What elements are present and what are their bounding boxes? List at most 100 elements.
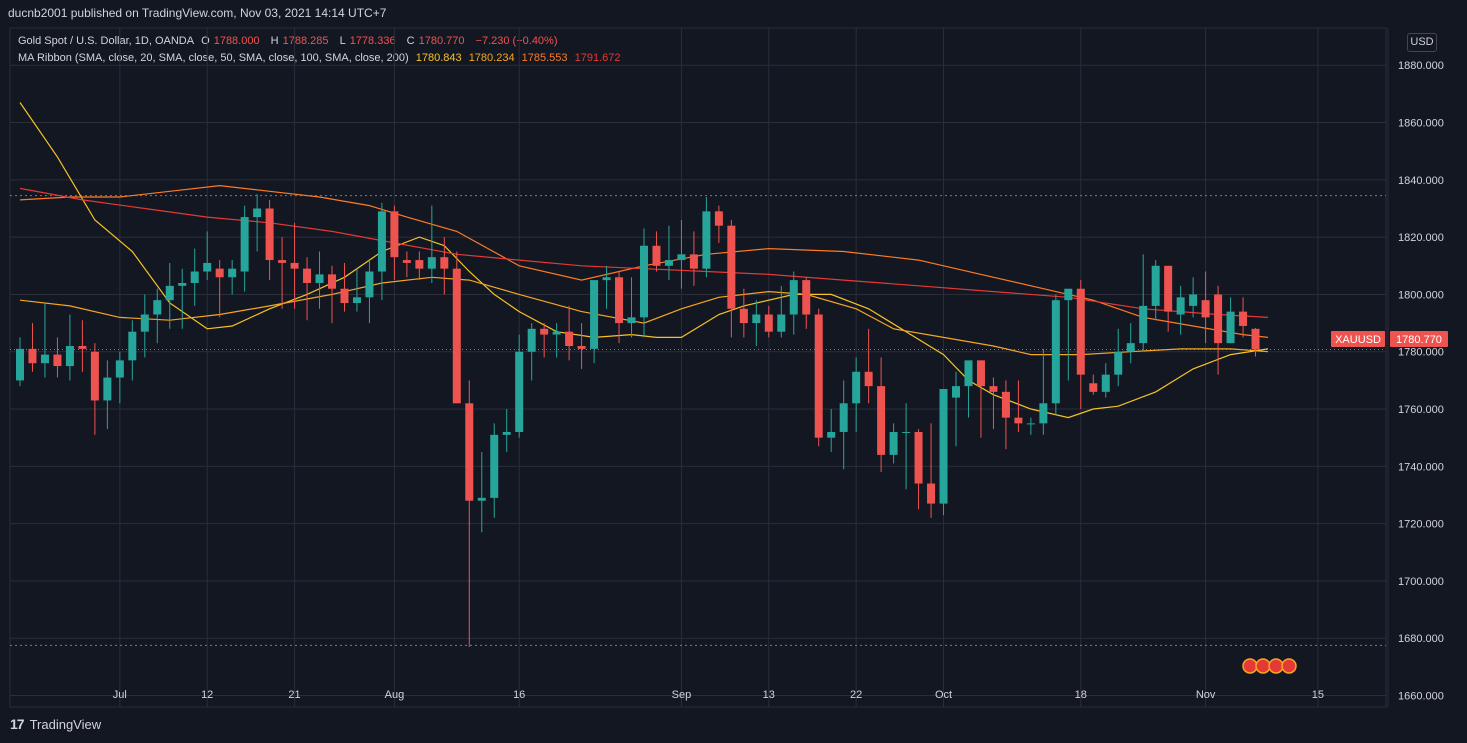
candle-body [140,314,149,332]
candle-body [153,300,162,315]
candle-body [1089,383,1098,392]
candle-body [739,308,748,324]
candle-body [278,260,287,263]
candle-body [540,328,549,335]
candle-body [265,208,274,261]
economic-events-icon[interactable] [1242,658,1297,674]
price-axis-label: 1680.000 [1398,633,1444,645]
time-axis: Jul 12 21 Aug 16 Sep 13 22 Oct 18 Nov 15 [113,689,1324,701]
time-axis-label: 16 [513,689,525,701]
candle-body [440,257,449,269]
time-axis-label: 18 [1075,689,1087,701]
candle-body [590,280,599,349]
candle-body [702,211,711,269]
legend-low: L 1778.336 [339,35,396,47]
candle-body [802,280,811,315]
currency-button[interactable]: USD [1407,33,1437,52]
ma200-value: 1791.672 [574,52,621,64]
candle-body [390,211,399,258]
candle-body [989,386,998,392]
tradingview-logo-icon: 17 [10,716,25,732]
candle-body [1139,305,1148,344]
candle-body [652,245,661,266]
candle-body [315,274,324,283]
candle-body [290,262,299,269]
candle-body [864,371,873,387]
candle-body [1214,294,1223,344]
time-axis-label: Oct [935,689,952,701]
candle-body [1051,300,1060,404]
price-axis-label: 1740.000 [1398,461,1444,473]
candle-body [939,388,948,504]
candle-body [615,277,624,324]
legend-close: C 1780.770 [406,35,465,47]
time-axis-label: 13 [763,689,775,701]
candle-body [502,431,511,435]
candle-body [415,260,424,269]
candle-body [577,346,586,349]
price-tag-value: 1780.770 [1396,334,1442,346]
legend-open: O 1788.000 [201,35,260,47]
candle-body [565,331,574,347]
candle-body [527,328,536,352]
candle-body [1001,391,1010,418]
candle-body [1064,288,1073,301]
candle-body [627,317,636,324]
candle-body [190,271,199,283]
candle-body [1076,288,1085,375]
candle-body [927,483,936,504]
candle-body [1164,265,1173,312]
price-axis-label: 1720.000 [1398,519,1444,531]
price-axis-label: 1760.000 [1398,404,1444,416]
horizontal-lines [10,195,1386,646]
candle-body [253,208,262,218]
candle-body [677,254,686,261]
price-axis-label: 1700.000 [1398,576,1444,588]
brand-text: TradingView [29,716,102,732]
candle-body [839,403,848,432]
candle-body [852,371,861,404]
candle-body [365,271,374,298]
ma50-value: 1780.234 [468,52,515,64]
candle-body [1101,374,1110,392]
candle-body [952,386,960,398]
candle-body [452,268,461,404]
price-tag-bg [1390,331,1448,347]
candle-body [1176,297,1185,315]
candle-body [103,377,112,401]
tradingview-brand[interactable]: 17 TradingView [10,716,101,732]
grid [10,28,1386,707]
time-axis-label: Nov [1196,689,1216,701]
ma-ribbon-title[interactable]: MA Ribbon (SMA, close, 20, SMA, close, 5… [18,52,409,64]
candle-body [427,257,436,269]
candle-body [889,431,898,455]
candle-body [402,260,411,263]
candle-body [1126,343,1135,352]
candle-body [789,280,798,315]
candle-body [240,217,249,272]
candle-body [115,360,124,378]
candle-body [228,268,237,278]
ma-ribbon-legend: MA Ribbon (SMA, close, 20, SMA, close, 5… [18,52,624,64]
candle-body [477,497,486,501]
time-axis-label: 12 [201,689,213,701]
candle-body [16,348,24,381]
candle-body [303,268,312,283]
candle-body [902,431,911,433]
candle-body [914,431,923,484]
candle-body [328,274,336,289]
ma20-value: 1780.843 [415,52,462,64]
legend-change: −7.230 (−0.40%) [475,35,558,47]
candle-body [640,245,648,318]
symbol-title[interactable]: Gold Spot / U.S. Dollar, 1D, OANDA [18,35,195,47]
price-axis-label: 1860.000 [1398,118,1444,130]
candle-body [90,351,99,401]
candle-body [1239,311,1248,326]
candle-body [877,386,886,455]
symbol-tag: XAUUSD [1335,334,1381,346]
symbol-legend: Gold Spot / U.S. Dollar, 1D, OANDA O 1788… [18,35,562,47]
candle-body [352,297,361,304]
ma-line-sma-100 [19,184,1269,338]
